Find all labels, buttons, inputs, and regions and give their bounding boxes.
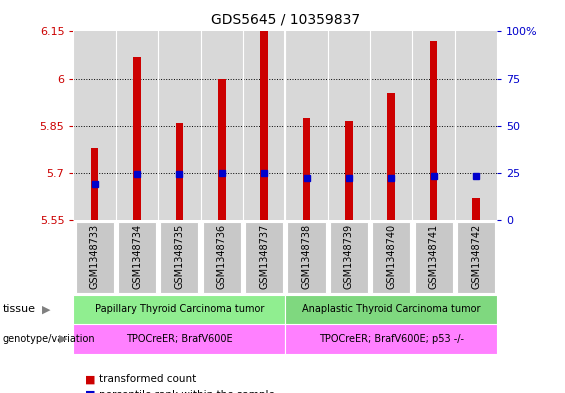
Text: GSM1348740: GSM1348740 (386, 224, 396, 289)
Text: GSM1348738: GSM1348738 (302, 224, 311, 289)
Bar (218, 79, 225, 220)
Bar (430, 41, 437, 220)
FancyBboxPatch shape (73, 295, 285, 324)
FancyBboxPatch shape (285, 295, 497, 324)
FancyBboxPatch shape (372, 222, 410, 293)
Text: GSM1348741: GSM1348741 (429, 224, 438, 289)
Bar (176, 123, 183, 220)
FancyBboxPatch shape (76, 222, 114, 293)
Text: genotype/variation: genotype/variation (3, 334, 95, 344)
Bar (472, 198, 480, 220)
FancyBboxPatch shape (457, 222, 495, 293)
Text: tissue: tissue (3, 305, 36, 314)
Bar (388, 93, 395, 220)
Text: TPOCreER; BrafV600E; p53 -/-: TPOCreER; BrafV600E; p53 -/- (319, 334, 464, 344)
Bar (91, 148, 98, 220)
Text: Anaplastic Thyroid Carcinoma tumor: Anaplastic Thyroid Carcinoma tumor (302, 305, 480, 314)
FancyBboxPatch shape (73, 324, 285, 354)
Bar (260, 31, 268, 220)
Bar (133, 57, 141, 220)
FancyBboxPatch shape (118, 222, 156, 293)
FancyBboxPatch shape (330, 222, 368, 293)
Text: GSM1348735: GSM1348735 (175, 224, 184, 289)
Text: GSM1348734: GSM1348734 (132, 224, 142, 289)
Text: GSM1348739: GSM1348739 (344, 224, 354, 289)
Text: GSM1348736: GSM1348736 (217, 224, 227, 289)
Text: Papillary Thyroid Carcinoma tumor: Papillary Thyroid Carcinoma tumor (95, 305, 264, 314)
Text: GSM1348737: GSM1348737 (259, 224, 269, 289)
FancyBboxPatch shape (245, 222, 283, 293)
FancyBboxPatch shape (203, 222, 241, 293)
Text: transformed count: transformed count (99, 374, 196, 384)
Text: percentile rank within the sample: percentile rank within the sample (99, 390, 275, 393)
Bar (345, 121, 353, 220)
Title: GDS5645 / 10359837: GDS5645 / 10359837 (211, 12, 360, 26)
Bar (303, 118, 310, 220)
FancyBboxPatch shape (160, 222, 198, 293)
FancyBboxPatch shape (288, 222, 325, 293)
Text: ▶: ▶ (59, 334, 68, 344)
Text: GSM1348742: GSM1348742 (471, 224, 481, 289)
Text: ▶: ▶ (42, 305, 51, 314)
FancyBboxPatch shape (285, 324, 497, 354)
Text: ■: ■ (85, 374, 95, 384)
Text: GSM1348733: GSM1348733 (90, 224, 99, 289)
Text: ■: ■ (85, 390, 95, 393)
Text: TPOCreER; BrafV600E: TPOCreER; BrafV600E (126, 334, 233, 344)
FancyBboxPatch shape (415, 222, 453, 293)
